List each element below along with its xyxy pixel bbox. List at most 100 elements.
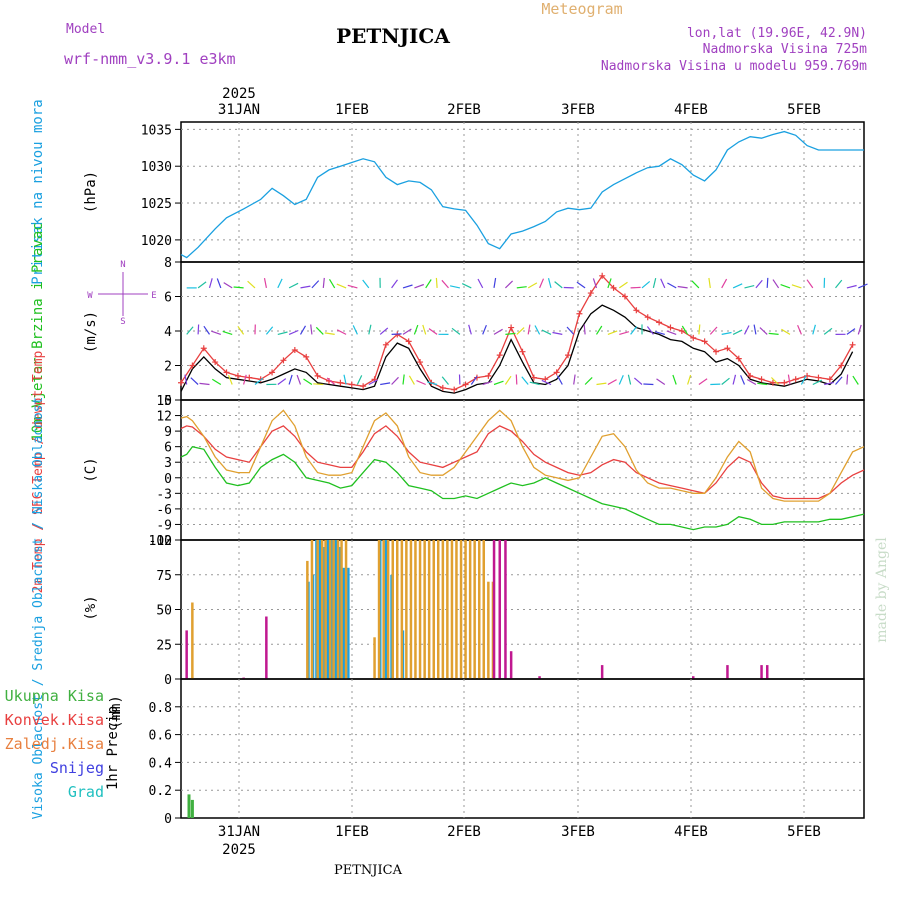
panel-3-bar-2-3 (493, 540, 496, 679)
legend-grad: Grad (68, 783, 104, 801)
panel-3-bar-2-0 (185, 630, 188, 679)
wind-barb-1-18 (392, 334, 402, 335)
panel-2-ytick-label-4: 0 (164, 472, 172, 487)
panel-4-ytick-label-3: 0.6 (149, 729, 172, 744)
wind-barb-2-48 (733, 375, 735, 385)
panel-3-ytick-label-4: 100 (149, 534, 172, 549)
wind-barb-0-55 (807, 280, 813, 288)
wind-side-title: 10m Vjetar Brzina i Pravac (m/s) N S E W (30, 222, 157, 441)
panel-2-ytick-label-3: -3 (156, 487, 172, 502)
chart-panels: 102010251030103502468-12-9-6-30369121502… (141, 122, 868, 827)
wind-barb-1-3 (211, 331, 220, 334)
panel-0-ytick-label-1: 1025 (141, 197, 172, 212)
panel-3-bar-1-24 (433, 540, 436, 679)
meteogram-label: Meteogram (541, 0, 622, 18)
panel-frame-0 (181, 122, 864, 262)
wind-barb-0-19 (403, 285, 413, 288)
wind-barb-2-27 (494, 381, 504, 384)
wind-barb-1-19 (403, 329, 411, 334)
panel-3-bar-1-23 (428, 540, 431, 679)
wind-barb-2-47 (722, 378, 730, 384)
bottom-date-3: 3FEB (561, 824, 595, 840)
panel-3-bar-2-11 (760, 665, 763, 679)
wind-barb-2-17 (380, 383, 390, 385)
bottom-date-1: 1FEB (335, 824, 369, 840)
top-date-5: 5FEB (787, 102, 821, 118)
wind-barb-0-57 (836, 280, 842, 288)
gust-marker-27 (485, 373, 491, 379)
panel-2-ytick-label-5: 3 (164, 456, 172, 471)
wind-barb-0-45 (692, 281, 699, 288)
wind-barb-1-49 (745, 326, 750, 335)
wind-barb-0-50 (756, 280, 762, 288)
panel-2-ytick-label-9: 15 (156, 394, 172, 409)
wind-barb-1-38 (619, 332, 629, 335)
wind-barb-2-45 (699, 379, 707, 385)
wind-barb-1-53 (781, 329, 790, 334)
panel-3-ytick-label-1: 25 (156, 638, 172, 653)
wind-barb-2-44 (688, 375, 691, 385)
bottom-date-5: 5FEB (787, 824, 821, 840)
wind-barb-1-14 (337, 330, 346, 335)
panel-3-ytick-label-0: 0 (164, 673, 172, 688)
wind-barb-0-2 (210, 278, 213, 288)
wind-barb-1-10 (301, 326, 306, 335)
wind-barb-0-53 (781, 285, 790, 288)
wind-barb-0-58 (847, 286, 857, 288)
gust-marker-11 (303, 354, 309, 360)
wind-barb-1-16 (369, 325, 371, 335)
legend-konvek: Konvek.Kisa (5, 711, 104, 729)
panel-3-bar-1-16 (396, 540, 399, 679)
top-date-3: 3FEB (561, 102, 595, 118)
wind-barb-0-10 (301, 286, 311, 288)
wind-barb-1-15 (353, 325, 357, 334)
pressure-unit: (hPa) (83, 171, 99, 213)
wind-barb-2-2 (200, 383, 210, 384)
panel-3-bar-1-5 (324, 540, 327, 679)
top-date-axis: 2025 31JAN 1FEB 2FEB 3FEB 4FEB 5FEB (218, 86, 821, 118)
wind-barb-0-22 (436, 278, 437, 288)
wind-barb-0-5 (234, 287, 244, 288)
panel-3-bar-2-2 (265, 617, 268, 680)
gust-marker-15 (349, 381, 355, 387)
panel-3-bar-2-8 (601, 665, 604, 679)
panel-2-ytick-label-7: 9 (164, 425, 172, 440)
panel-3-bar-1-31 (464, 540, 467, 679)
cloud-unit: (%) (83, 595, 99, 620)
panel-0-ytick-label-0: 1020 (141, 234, 172, 249)
gust-marker-43 (667, 325, 673, 331)
panel-3-bar-2-6 (510, 651, 513, 679)
wind-barb-0-12 (323, 278, 324, 288)
model-name: wrf-nmm_v3.9.1 e3km (64, 50, 236, 68)
wind-barb-1-27 (494, 329, 503, 334)
gust-marker-42 (656, 319, 662, 325)
panel-3-bar-1-6 (329, 540, 332, 679)
wind-barb-2-18 (392, 377, 399, 384)
wind-barb-2-37 (608, 380, 617, 385)
wind-barb-2-43 (673, 375, 676, 385)
wind-barb-1-8 (278, 332, 288, 334)
wind-barb-1-30 (528, 325, 530, 335)
panel-3-bar-1-21 (419, 540, 422, 679)
wind-barb-1-35 (584, 325, 585, 335)
wind-barb-2-39 (628, 375, 630, 385)
gust-marker-14 (337, 380, 343, 386)
panel-1-ytick-label-1: 2 (164, 360, 172, 375)
panel-3-bar-1-9 (340, 540, 343, 679)
gust-marker-41 (645, 314, 651, 320)
wind-barb-0-24 (450, 286, 460, 288)
wind-barb-0-14 (337, 284, 346, 288)
panel-3-ytick-label-2: 50 (156, 604, 172, 619)
panel-frame-4 (181, 679, 864, 818)
wind-barb-0-1 (198, 282, 206, 288)
top-date-2: 2FEB (447, 102, 481, 118)
gust-marker-24 (451, 387, 457, 393)
panel-3-bar-1-0 (191, 603, 194, 680)
wind-barb-1-25 (469, 325, 472, 335)
panel-3-bar-1-28 (451, 540, 454, 679)
wind-barb-0-16 (363, 280, 369, 288)
wind-unit: (m/s) (83, 311, 99, 353)
legend-snijeg: Snijeg (50, 759, 104, 777)
wind-barb-2-20 (409, 376, 414, 385)
panel-3-bar-1-13 (382, 540, 385, 679)
